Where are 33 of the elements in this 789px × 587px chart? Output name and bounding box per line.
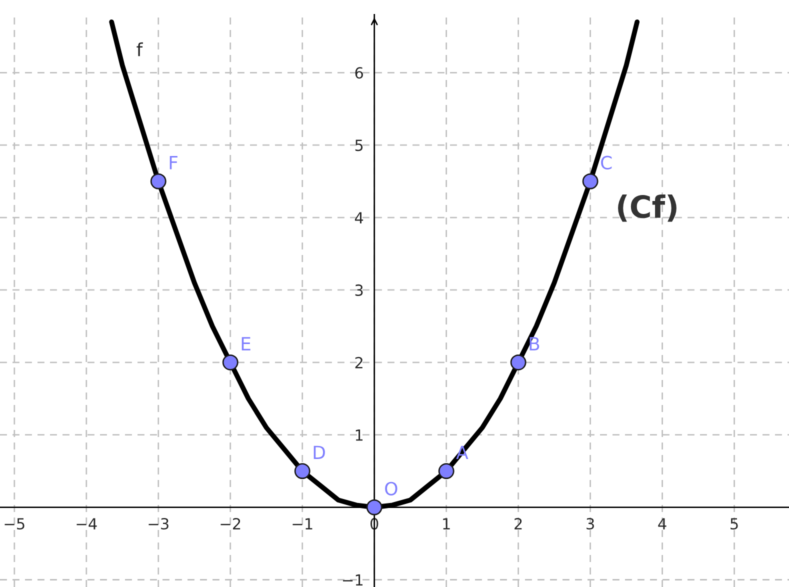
annotation: B [530, 337, 540, 350]
x-tick-label: 3 [586, 518, 594, 530]
annotation: D [314, 446, 325, 459]
annotation: A [456, 446, 468, 459]
x-tick-label: −5 [4, 518, 24, 530]
point [510, 354, 526, 370]
annotation: F [170, 156, 178, 170]
annotation: f [136, 42, 143, 56]
annotation: O [385, 482, 398, 496]
point [438, 463, 454, 480]
annotation: C [601, 156, 612, 170]
y-tick-label: 4 [354, 212, 364, 224]
point [366, 499, 382, 516]
y-tick-label: 6 [355, 67, 363, 79]
y-tick-label: −1 [343, 574, 363, 586]
x-tick-label: −4 [76, 518, 97, 530]
x-tick-label: −2 [220, 518, 240, 530]
x-tick-label: −1 [292, 518, 312, 530]
point [582, 173, 598, 190]
annotation: (Cf) [618, 194, 676, 222]
y-tick-label: 3 [355, 284, 363, 296]
y-tick-label: 2 [355, 356, 362, 368]
point [294, 463, 310, 480]
point [222, 354, 238, 370]
y-tick-label: 1 [356, 430, 363, 441]
x-tick-label: −3 [148, 518, 168, 530]
x-tick-label: 1 [443, 518, 450, 530]
x-tick-label: 5 [730, 518, 738, 530]
y-tick-label: 5 [355, 140, 363, 152]
x-tick-label: 2 [514, 518, 522, 530]
annotation: E [242, 337, 250, 350]
point [150, 173, 166, 190]
x-tick-label: 4 [658, 518, 666, 530]
